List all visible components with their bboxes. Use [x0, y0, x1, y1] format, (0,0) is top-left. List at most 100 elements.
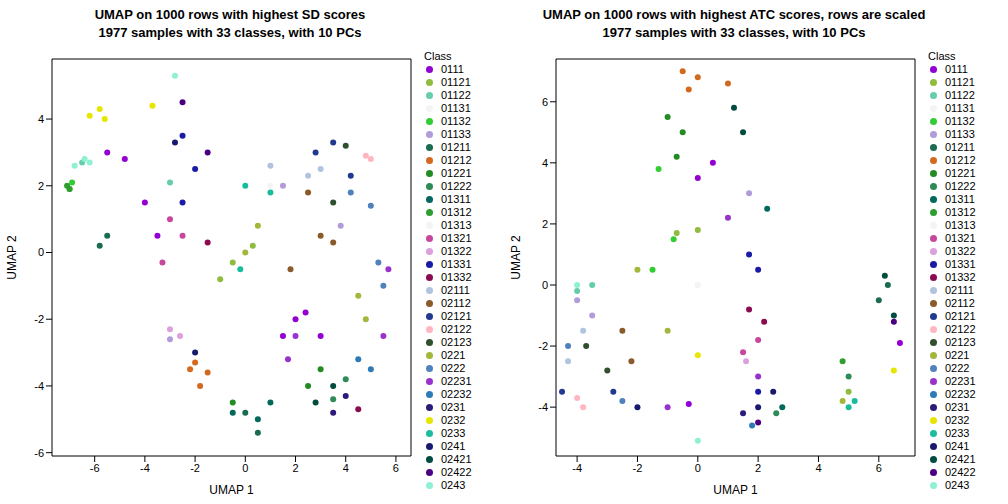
svg-text:2: 2: [292, 462, 298, 474]
html-text:02422: 02422: [441, 466, 472, 478]
html-text:02421: 02421: [441, 453, 472, 465]
svg-text:-2: -2: [190, 462, 200, 474]
html-text:01322: 01322: [945, 245, 976, 257]
html-text:0111: 0111: [945, 63, 968, 75]
svg-text:6: 6: [542, 96, 548, 108]
html-text:01321: 01321: [441, 232, 472, 244]
svg-text:UMAP 1: UMAP 1: [713, 483, 758, 497]
html-text:01121: 01121: [945, 76, 975, 88]
svg-text:4: 4: [343, 462, 349, 474]
html-text:0231: 0231: [441, 401, 466, 413]
html-text:01133: 01133: [441, 128, 471, 140]
html-text:02121: 02121: [441, 310, 472, 322]
html-text:0243: 0243: [441, 479, 466, 491]
html-text:02122: 02122: [441, 323, 472, 335]
html-text:01122: 01122: [945, 89, 975, 101]
html-text:02111: 02111: [441, 284, 470, 296]
svg-text:0: 0: [38, 246, 44, 258]
html-text:UMAP on 1000 rows with highest: UMAP on 1000 rows with highest ATC score…: [542, 7, 926, 22]
svg-text:4: 4: [815, 462, 821, 474]
html-text:01221: 01221: [945, 167, 976, 179]
svg-text:6: 6: [876, 462, 882, 474]
html-text:0232: 0232: [441, 414, 466, 426]
html-text:01332: 01332: [945, 271, 976, 283]
html-text:02231: 02231: [945, 375, 976, 387]
html-text:0222: 0222: [945, 362, 970, 374]
html-text:Class: Class: [928, 50, 956, 62]
html-text:01131: 01131: [441, 102, 471, 114]
html-text:01311: 01311: [945, 193, 975, 205]
html-text:01311: 01311: [441, 193, 471, 205]
svg-text:-4: -4: [34, 380, 44, 392]
html-text:0222: 0222: [441, 362, 466, 374]
html-text:Class: Class: [424, 50, 452, 62]
html-text:0233: 0233: [441, 427, 466, 439]
html-text:1977 samples with 33 classes,: 1977 samples with 33 classes, with 10 PC…: [602, 25, 866, 40]
svg-text:2: 2: [542, 218, 548, 230]
svg-text:UMAP 1: UMAP 1: [209, 483, 254, 497]
html-text:01211: 01211: [441, 141, 471, 153]
html-text:01131: 01131: [945, 102, 975, 114]
html-text:01212: 01212: [441, 154, 472, 166]
svg-text:UMAP 2: UMAP 2: [8, 235, 19, 280]
svg-text:6: 6: [393, 462, 399, 474]
html-text:01331: 01331: [441, 258, 472, 270]
html-text:01121: 01121: [441, 76, 471, 88]
html-text:0231: 0231: [945, 401, 970, 413]
html-text:01322: 01322: [441, 245, 472, 257]
html-text:0111: 0111: [441, 63, 464, 75]
html-text:01211: 01211: [945, 141, 975, 153]
html-text:1977 samples with 33 classes,: 1977 samples with 33 classes, with 10 PC…: [98, 25, 362, 40]
svg-text:4: 4: [542, 157, 548, 169]
html-text:01312: 01312: [441, 206, 472, 218]
html-text:02111: 02111: [945, 284, 974, 296]
html-text:02112: 02112: [441, 297, 471, 309]
html-text:02232: 02232: [945, 388, 976, 400]
html-text:01321: 01321: [945, 232, 976, 244]
html-text:02123: 02123: [945, 336, 976, 348]
html-text:0232: 0232: [945, 414, 970, 426]
svg-text:-6: -6: [90, 462, 100, 474]
svg-text:-2: -2: [633, 462, 643, 474]
html-text:01313: 01313: [441, 219, 472, 231]
html-text:0221: 0221: [441, 349, 466, 361]
html-text:0221: 0221: [945, 349, 970, 361]
html-text:02122: 02122: [945, 323, 976, 335]
html-text:01122: 01122: [441, 89, 471, 101]
svg-text:0: 0: [695, 462, 701, 474]
svg-text:UMAP 2: UMAP 2: [509, 235, 523, 280]
html-text:0241: 0241: [945, 440, 970, 452]
html-text:01313: 01313: [945, 219, 976, 231]
svg-text:4: 4: [38, 113, 44, 125]
html-text:01133: 01133: [945, 128, 975, 140]
html-text:02232: 02232: [441, 388, 472, 400]
html-text:02421: 02421: [945, 453, 976, 465]
html-text:UMAP on 1000 rows with highest: UMAP on 1000 rows with highest SD scores: [94, 7, 366, 22]
svg-text:-6: -6: [34, 447, 44, 459]
svg-text:2: 2: [755, 462, 761, 474]
html-text:01132: 01132: [441, 115, 471, 127]
svg-text:-2: -2: [34, 313, 44, 325]
svg-text:-4: -4: [140, 462, 150, 474]
html-text:01212: 01212: [945, 154, 976, 166]
html-text:01132: 01132: [945, 115, 975, 127]
html-text:02121: 02121: [945, 310, 976, 322]
html-text:01221: 01221: [441, 167, 472, 179]
html-text:0241: 0241: [441, 440, 466, 452]
html-text:01222: 01222: [441, 180, 472, 192]
html-text:02123: 02123: [441, 336, 472, 348]
svg-text:2: 2: [38, 180, 44, 192]
html-text:01331: 01331: [945, 258, 976, 270]
svg-text:-2: -2: [538, 340, 548, 352]
svg-text:-4: -4: [538, 401, 548, 413]
html-text:02231: 02231: [441, 375, 472, 387]
html-text:0233: 0233: [945, 427, 970, 439]
svg-text:-4: -4: [572, 462, 582, 474]
svg-text:0: 0: [242, 462, 248, 474]
html-text:02112: 02112: [945, 297, 975, 309]
svg-text:0: 0: [542, 279, 548, 291]
html-text:01222: 01222: [945, 180, 976, 192]
html-text:02422: 02422: [945, 466, 976, 478]
html-text:01332: 01332: [441, 271, 472, 283]
html-text:01312: 01312: [945, 206, 976, 218]
